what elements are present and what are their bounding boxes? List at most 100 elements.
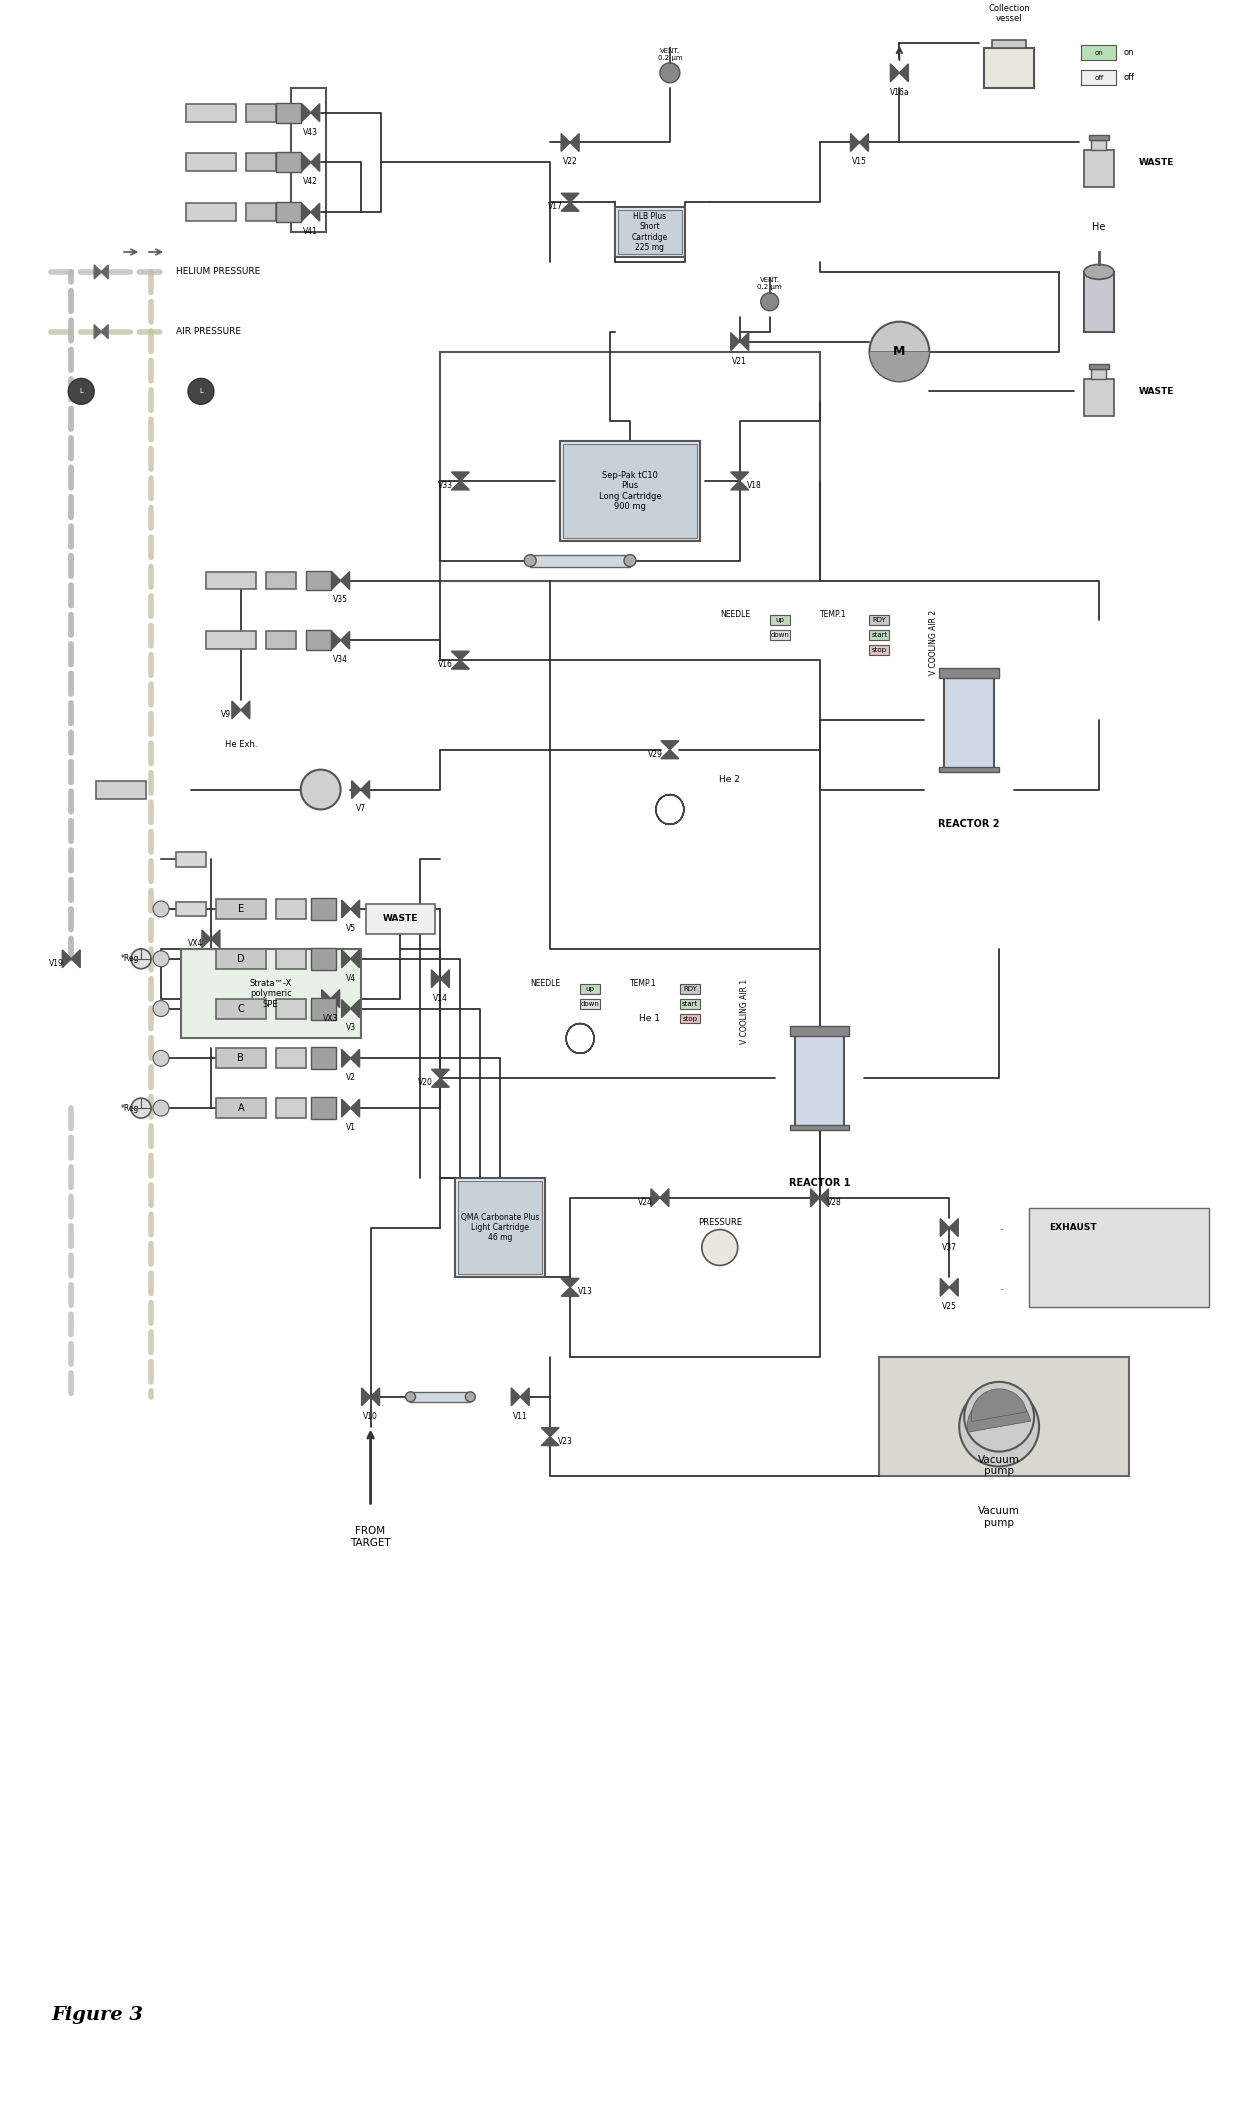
Polygon shape — [311, 103, 320, 122]
Polygon shape — [562, 202, 579, 211]
Polygon shape — [94, 265, 102, 278]
Polygon shape — [521, 1387, 529, 1406]
Bar — [290, 88, 326, 232]
Bar — [563, 444, 697, 537]
Text: REACTOR 2: REACTOR 2 — [939, 819, 999, 829]
Text: on: on — [1095, 51, 1104, 57]
Text: HELIUM PRESSURE: HELIUM PRESSURE — [176, 267, 260, 276]
Text: V COOLING AIR 1: V COOLING AIR 1 — [740, 979, 749, 1044]
Text: V34: V34 — [334, 655, 348, 665]
Text: EXHAUST: EXHAUST — [1049, 1223, 1096, 1231]
Text: stop: stop — [682, 1015, 697, 1021]
Text: Vacuum
pump: Vacuum pump — [978, 1455, 1021, 1476]
Text: *Reg: *Reg — [122, 954, 139, 964]
Bar — [945, 669, 994, 770]
Polygon shape — [432, 1078, 449, 1086]
Wedge shape — [971, 1389, 1027, 1421]
Polygon shape — [562, 133, 570, 152]
Polygon shape — [730, 333, 740, 352]
Bar — [455, 1179, 546, 1278]
Circle shape — [301, 770, 341, 810]
Polygon shape — [660, 1189, 668, 1206]
Text: up: up — [585, 985, 594, 991]
Text: start: start — [872, 632, 888, 638]
Text: V11: V11 — [513, 1412, 527, 1421]
Bar — [770, 629, 790, 640]
Text: AIR PRESSURE: AIR PRESSURE — [176, 326, 241, 337]
Circle shape — [131, 1099, 151, 1118]
Bar — [306, 570, 331, 592]
Circle shape — [153, 951, 169, 966]
Polygon shape — [940, 1278, 950, 1297]
Polygon shape — [730, 472, 749, 480]
Bar — [275, 998, 306, 1019]
Bar — [216, 1048, 265, 1069]
Polygon shape — [562, 194, 579, 202]
Polygon shape — [950, 1278, 959, 1297]
Text: D: D — [237, 954, 244, 964]
Text: V10: V10 — [363, 1412, 378, 1421]
Polygon shape — [202, 930, 211, 947]
Text: up: up — [775, 617, 784, 623]
Text: V43: V43 — [304, 128, 319, 137]
Text: TEMP.1: TEMP.1 — [630, 979, 657, 987]
Circle shape — [188, 379, 215, 404]
Bar — [311, 1097, 336, 1120]
Polygon shape — [301, 154, 311, 171]
Circle shape — [960, 1387, 1039, 1467]
Circle shape — [525, 554, 536, 566]
Circle shape — [965, 1381, 1034, 1452]
Polygon shape — [331, 632, 341, 648]
Polygon shape — [331, 573, 341, 589]
Text: NEEDLE: NEEDLE — [719, 610, 750, 619]
Text: V13: V13 — [578, 1288, 593, 1297]
Bar — [1081, 69, 1116, 84]
Polygon shape — [352, 781, 361, 798]
Bar — [246, 154, 275, 171]
Bar — [311, 947, 336, 970]
Text: WASTE: WASTE — [1138, 387, 1174, 396]
Polygon shape — [311, 154, 320, 171]
Polygon shape — [341, 573, 350, 589]
Text: V29: V29 — [647, 749, 662, 758]
Polygon shape — [541, 1427, 559, 1436]
Bar — [1091, 141, 1106, 149]
Bar — [1089, 364, 1109, 368]
Bar — [275, 949, 306, 968]
Bar — [1091, 368, 1106, 379]
Bar — [206, 632, 255, 648]
Bar — [186, 154, 236, 171]
Polygon shape — [342, 949, 351, 968]
Text: Strata™-X
polymeric
SPE: Strata™-X polymeric SPE — [249, 979, 291, 1008]
Text: V7: V7 — [356, 804, 366, 813]
Text: V16: V16 — [438, 661, 453, 669]
Polygon shape — [511, 1387, 521, 1406]
Circle shape — [153, 1050, 169, 1067]
Polygon shape — [440, 970, 449, 987]
Circle shape — [465, 1391, 475, 1402]
Polygon shape — [351, 1000, 360, 1017]
Circle shape — [153, 1000, 169, 1017]
Polygon shape — [451, 472, 469, 480]
Bar — [216, 1099, 265, 1118]
Text: ..: .. — [999, 1223, 1004, 1231]
Polygon shape — [351, 1099, 360, 1118]
Polygon shape — [331, 989, 340, 1008]
Bar — [1029, 1208, 1209, 1307]
Text: L: L — [198, 387, 203, 394]
Polygon shape — [371, 1387, 379, 1406]
Polygon shape — [362, 1387, 371, 1406]
Text: V25: V25 — [942, 1303, 957, 1311]
Bar — [580, 998, 600, 1008]
Polygon shape — [562, 1288, 579, 1297]
Polygon shape — [950, 1219, 959, 1236]
Polygon shape — [351, 901, 360, 918]
Polygon shape — [62, 949, 71, 968]
Bar — [366, 903, 435, 935]
Text: M: M — [893, 345, 905, 358]
Polygon shape — [321, 989, 331, 1008]
Text: PRESSURE: PRESSURE — [698, 1217, 742, 1227]
Text: C: C — [238, 1004, 244, 1015]
Text: WASTE: WASTE — [1138, 158, 1174, 166]
Bar — [560, 442, 699, 541]
